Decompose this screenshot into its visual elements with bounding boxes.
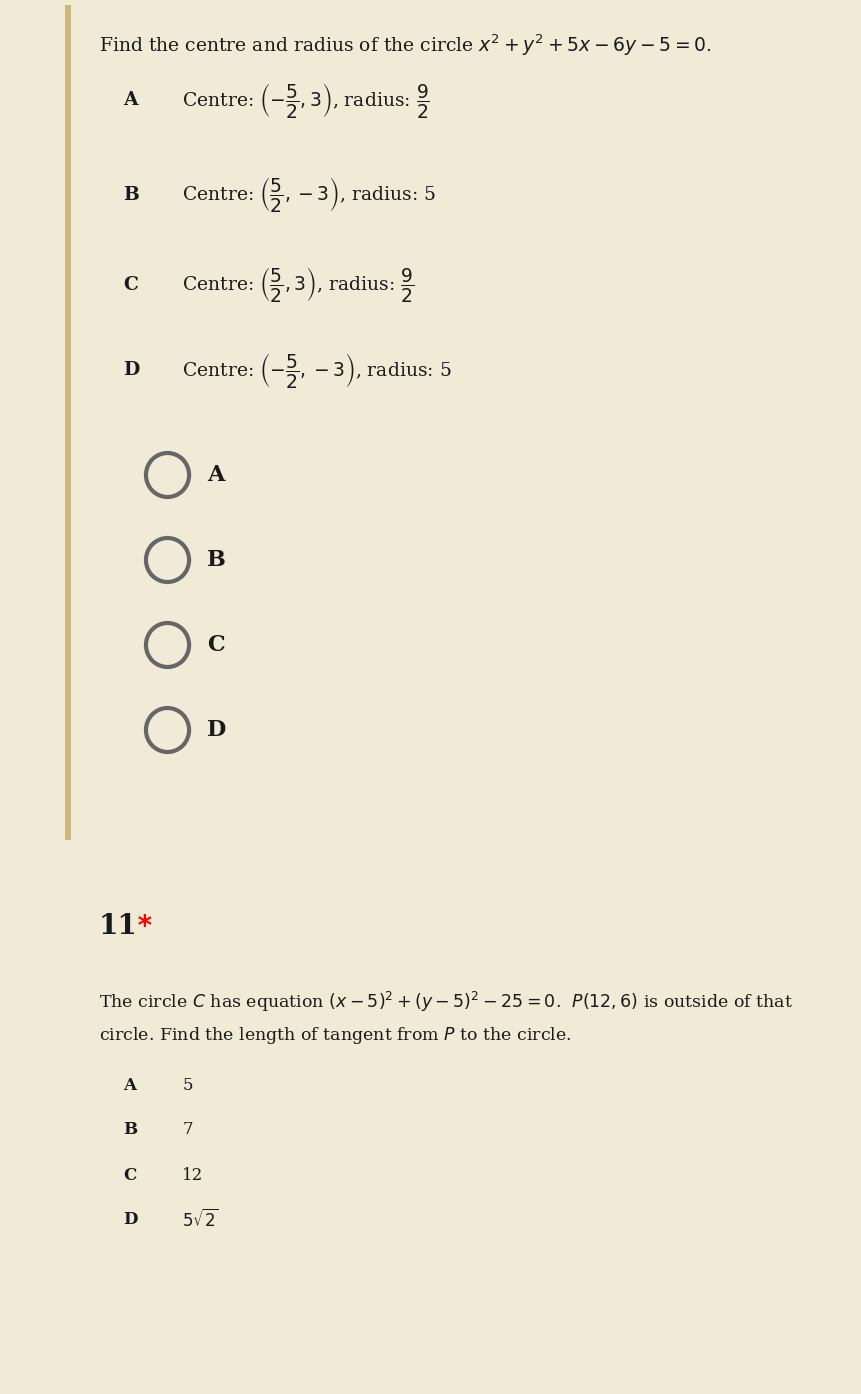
Text: $5\sqrt{2}$: $5\sqrt{2}$	[183, 1209, 220, 1231]
Text: D: D	[207, 719, 226, 742]
Text: Centre: $\left(-\dfrac{5}{2},-3\right)$, radius: 5: Centre: $\left(-\dfrac{5}{2},-3\right)$,…	[183, 350, 452, 389]
Text: 5: 5	[183, 1076, 193, 1093]
Text: circle. Find the length of tangent from $P$ to the circle.: circle. Find the length of tangent from …	[99, 1025, 572, 1046]
Text: C: C	[207, 634, 225, 657]
Text: Centre: $\left(\dfrac{5}{2},3\right)$, radius: $\dfrac{9}{2}$: Centre: $\left(\dfrac{5}{2},3\right)$, r…	[183, 265, 414, 304]
Text: A: A	[123, 91, 138, 109]
Text: A: A	[123, 1076, 136, 1093]
Text: Centre: $\left(-\dfrac{5}{2},3\right)$, radius: $\dfrac{9}{2}$: Centre: $\left(-\dfrac{5}{2},3\right)$, …	[183, 81, 430, 120]
Text: Find the centre and radius of the circle $x^2+y^2+5x-6y-5=0$.: Find the centre and radius of the circle…	[99, 33, 712, 59]
Text: The circle $C$ has equation $(x-5)^2+(y-5)^2-25=0$.  $P(12,6)$ is outside of tha: The circle $C$ has equation $(x-5)^2+(y-…	[99, 990, 793, 1013]
Text: Centre: $\left(\dfrac{5}{2},-3\right)$, radius: 5: Centre: $\left(\dfrac{5}{2},-3\right)$, …	[183, 176, 436, 215]
Text: B: B	[207, 549, 226, 572]
Text: A: A	[207, 464, 224, 487]
Bar	[65, 6, 71, 841]
Text: C: C	[123, 276, 139, 294]
Text: B: B	[123, 185, 139, 204]
Text: 12: 12	[183, 1167, 203, 1184]
Text: C: C	[123, 1167, 137, 1184]
Text: 11: 11	[99, 913, 138, 940]
Text: 7: 7	[183, 1122, 193, 1139]
Text: D: D	[123, 361, 139, 379]
Text: B: B	[123, 1122, 138, 1139]
Text: *: *	[128, 913, 152, 941]
Text: D: D	[123, 1211, 138, 1228]
